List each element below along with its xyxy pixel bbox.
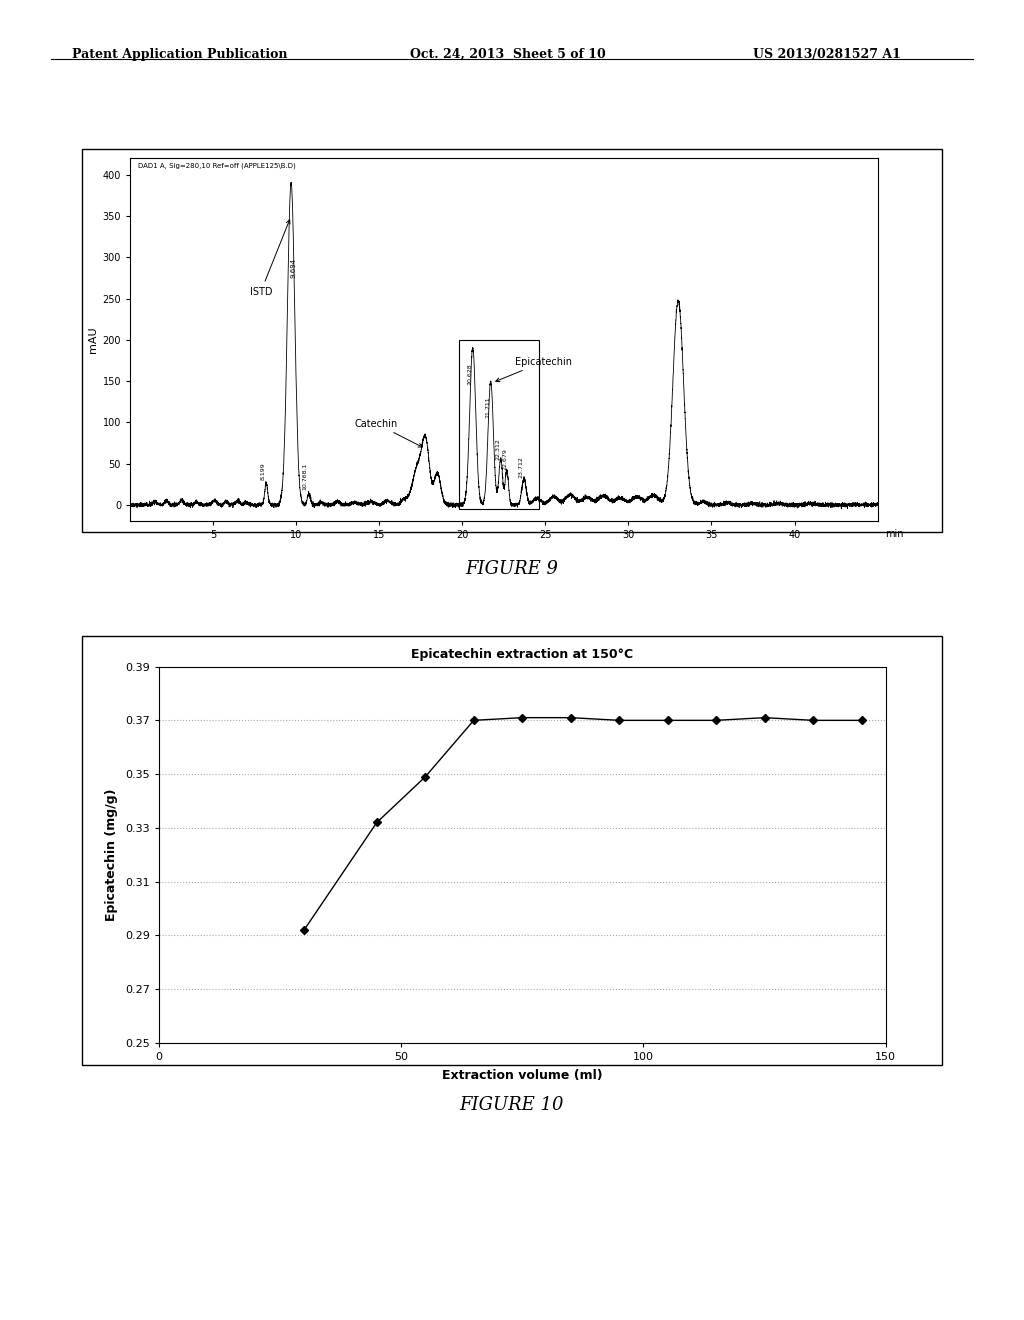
Text: US 2013/0281527 A1: US 2013/0281527 A1 [754, 48, 901, 61]
Text: Oct. 24, 2013  Sheet 5 of 10: Oct. 24, 2013 Sheet 5 of 10 [410, 48, 605, 61]
Text: FIGURE 9: FIGURE 9 [466, 560, 558, 578]
Bar [459, 341, 539, 510]
Title: Epicatechin extraction at 150°C: Epicatechin extraction at 150°C [412, 648, 633, 661]
Text: 22.679: 22.679 [502, 449, 507, 470]
Text: Epicatechin: Epicatechin [496, 356, 572, 381]
Text: DAD1 A, Sig=280,10 Ref=off (APPLE125\B.D): DAD1 A, Sig=280,10 Ref=off (APPLE125\B.D… [137, 162, 295, 169]
Text: min: min [885, 528, 903, 539]
Text: Catechin: Catechin [354, 418, 422, 447]
Text: 21.711: 21.711 [485, 396, 490, 418]
X-axis label: Extraction volume (ml): Extraction volume (ml) [442, 1069, 602, 1082]
Text: 20.628: 20.628 [467, 363, 472, 385]
Text: 8.199: 8.199 [260, 462, 265, 480]
Text: 9.694: 9.694 [291, 257, 297, 277]
Text: Patent Application Publication: Patent Application Publication [72, 48, 287, 61]
Text: FIGURE 10: FIGURE 10 [460, 1096, 564, 1114]
Text: 10.768.1: 10.768.1 [303, 463, 308, 490]
Y-axis label: Epicatechin (mg/g): Epicatechin (mg/g) [104, 788, 118, 921]
Text: 22.312: 22.312 [496, 438, 501, 459]
Text: ISTD: ISTD [250, 219, 290, 297]
Text: 23.712: 23.712 [519, 455, 523, 478]
Y-axis label: mAU: mAU [88, 326, 98, 354]
